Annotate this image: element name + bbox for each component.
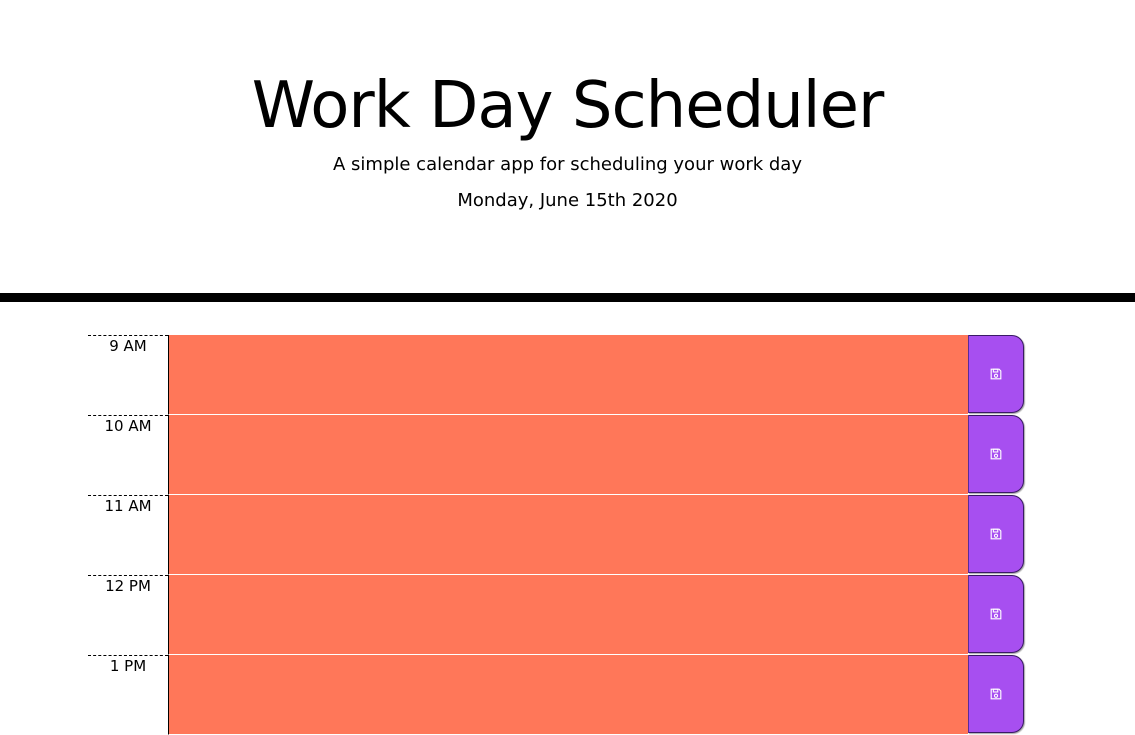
hour-label: 10 AM — [88, 415, 168, 495]
save-button[interactable] — [968, 335, 1024, 413]
event-description-input[interactable] — [168, 655, 968, 735]
event-description-input[interactable] — [168, 495, 968, 575]
hour-label-text: 12 PM — [105, 577, 151, 595]
save-button[interactable] — [968, 575, 1024, 653]
timeblock-list: 9 AM 10 AM 11 AM — [88, 335, 1024, 735]
page-title: Work Day Scheduler — [251, 69, 885, 143]
hour-label: 9 AM — [88, 335, 168, 415]
hour-label-text: 1 PM — [109, 657, 147, 675]
header: Work Day Scheduler A simple calendar app… — [0, 0, 1135, 293]
timeblock-row: 11 AM — [88, 495, 1024, 575]
hour-label-text: 9 AM — [109, 337, 147, 355]
floppy-disk-icon — [990, 368, 1002, 380]
event-description-input[interactable] — [168, 415, 968, 495]
timeblock-row: 10 AM — [88, 415, 1024, 495]
save-button[interactable] — [968, 655, 1024, 733]
hour-label-text: 10 AM — [104, 417, 152, 435]
hour-label: 12 PM — [88, 575, 168, 655]
hour-label-text: 11 AM — [104, 497, 152, 515]
floppy-disk-icon — [990, 608, 1002, 620]
header-divider — [0, 293, 1135, 302]
hour-label: 11 AM — [88, 495, 168, 575]
hour-label: 1 PM — [88, 655, 168, 735]
event-description-input[interactable] — [168, 335, 968, 415]
page-subtitle: A simple calendar app for scheduling you… — [333, 154, 802, 175]
timeblock-row: 1 PM — [88, 655, 1024, 735]
floppy-disk-icon — [990, 528, 1002, 540]
floppy-disk-icon — [990, 688, 1002, 700]
event-description-input[interactable] — [168, 575, 968, 655]
save-button[interactable] — [968, 415, 1024, 493]
timeblock-row: 9 AM — [88, 335, 1024, 415]
save-button[interactable] — [968, 495, 1024, 573]
floppy-disk-icon — [990, 448, 1002, 460]
current-date: Monday, June 15th 2020 — [457, 190, 678, 211]
timeblock-row: 12 PM — [88, 575, 1024, 655]
